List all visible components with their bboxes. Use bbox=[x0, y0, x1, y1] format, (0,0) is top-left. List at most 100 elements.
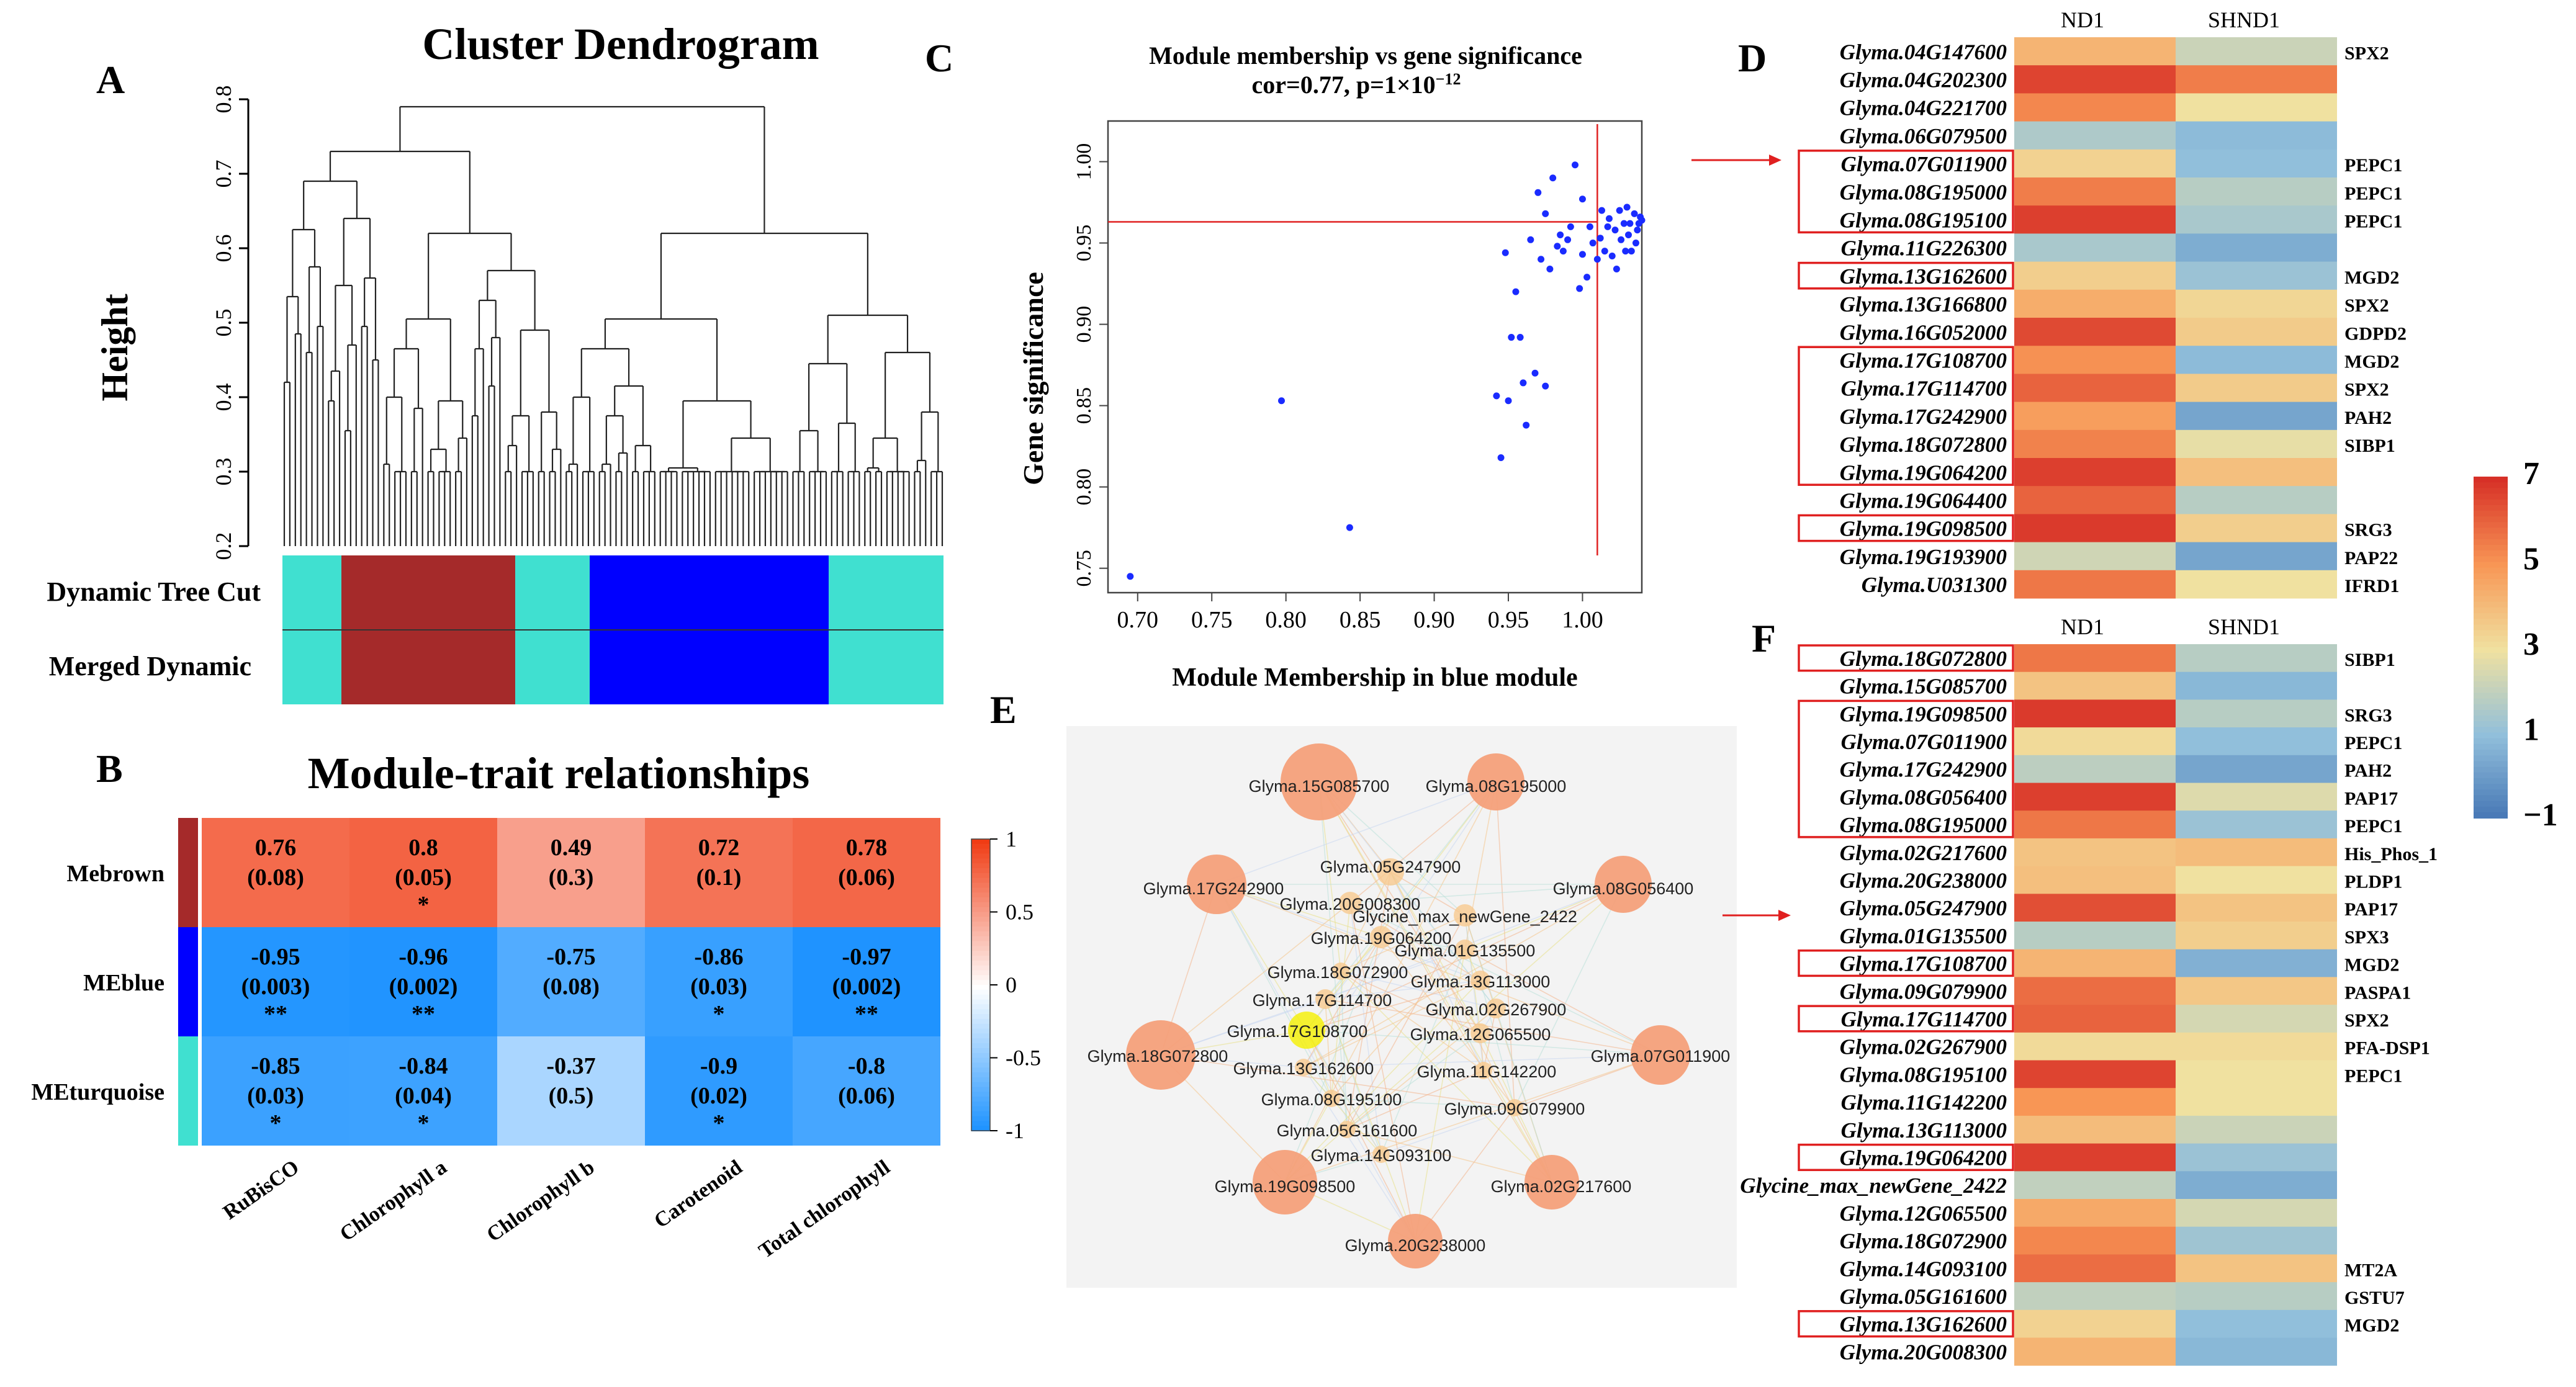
expr-legend-step bbox=[2474, 562, 2508, 568]
expression-cell bbox=[2014, 699, 2176, 728]
scatter-point bbox=[1554, 243, 1561, 250]
coexpression-network: Glyma.15G085700 Glyma.08G195000 Glyma.17G2… bbox=[1088, 743, 1730, 1268]
expression-cell bbox=[2176, 1005, 2337, 1033]
expression-cell bbox=[2014, 149, 2176, 178]
expression-cell bbox=[2014, 233, 2176, 263]
expr-legend-step bbox=[2474, 522, 2508, 529]
gene-annotation: PAP17 bbox=[2344, 899, 2398, 920]
expr-legend-step bbox=[2474, 635, 2508, 642]
network-node-label: Glyma.01G135500 bbox=[1395, 941, 1536, 960]
scatter-point bbox=[1616, 207, 1623, 214]
scatter-ytick-label: 0.75 bbox=[1073, 550, 1096, 587]
trait-cell bbox=[202, 1036, 349, 1146]
panel-b: B Module-trait relationships Mebrown 0.76… bbox=[31, 747, 1041, 1263]
expr-legend-step bbox=[2474, 607, 2508, 614]
scatter-point bbox=[1605, 215, 1613, 222]
expression-cell bbox=[2176, 289, 2337, 318]
network-edge bbox=[1325, 999, 1661, 1056]
trait-legend-step bbox=[971, 970, 990, 976]
gene-annotation: SRG3 bbox=[2344, 520, 2392, 541]
trait-legend-step bbox=[971, 863, 990, 869]
gene-label: Glyma.11G226300 bbox=[1841, 236, 2007, 261]
network-edge bbox=[1303, 1054, 1661, 1068]
network-edge bbox=[1480, 980, 1515, 1108]
gene-annotation: SPX3 bbox=[2344, 927, 2389, 948]
network-node bbox=[1388, 1214, 1443, 1268]
expression-cell bbox=[2014, 402, 2176, 431]
network-edge bbox=[1349, 902, 1661, 1056]
scatter-point bbox=[1593, 256, 1601, 263]
expression-cell bbox=[2176, 755, 2337, 783]
network-node-label: Glyma.12G065500 bbox=[1410, 1025, 1551, 1044]
trait-legend-step bbox=[971, 985, 990, 990]
expression-cell bbox=[2014, 727, 2176, 756]
trait-legend-step bbox=[971, 1126, 990, 1131]
trait-cell-sig: ** bbox=[855, 1001, 878, 1027]
network-edge bbox=[1340, 971, 1552, 1183]
scatter-plot: 0.70 0.75 0.80 0.85 0.90 0.95 1.00 0.75 0.80 0.85… bbox=[1073, 124, 1646, 633]
expr-legend-step bbox=[2474, 772, 2508, 779]
expr-legend-step bbox=[2474, 613, 2508, 620]
network-node-label: Glyma.17G114700 bbox=[1253, 991, 1392, 1010]
trait-legend-step bbox=[971, 1048, 990, 1054]
gene-label: Glyma.19G064200 bbox=[1840, 460, 2007, 485]
module-row-label: MEturquoise bbox=[31, 1079, 164, 1105]
expr-legend-step bbox=[2474, 573, 2508, 580]
network-node bbox=[1338, 1121, 1356, 1138]
expr-legend-step bbox=[2474, 499, 2508, 506]
module-color-strip bbox=[178, 927, 198, 1036]
expression-heatmap-d: ND1 SHND1 Glyma.04G147600 SPX2 Glyma.04G2023… bbox=[1798, 7, 2407, 599]
trait-legend-step bbox=[971, 853, 990, 860]
panel-e: E Glyma.15G085700 Glyma.08G195000 Glyma.17… bbox=[990, 688, 1791, 1288]
scatter-point bbox=[1531, 369, 1539, 377]
gene-annotation: MGD2 bbox=[2344, 955, 2399, 976]
highlight-box bbox=[1798, 514, 2014, 542]
network-edge bbox=[1325, 980, 1481, 1000]
panel-f-letter: F bbox=[1752, 616, 1776, 660]
network-edge bbox=[1483, 1008, 1497, 1071]
network-edge bbox=[1380, 936, 1515, 1108]
expression-cell bbox=[2014, 1199, 2176, 1228]
expression-cell bbox=[2176, 1309, 2337, 1338]
scatter-point bbox=[1625, 231, 1632, 238]
network-edge bbox=[1340, 971, 1497, 1009]
trait-cell-sig: * bbox=[418, 892, 430, 918]
expr-legend-step bbox=[2474, 619, 2508, 626]
scatter-point bbox=[1618, 236, 1625, 243]
network-node-label: Glyma.13G113000 bbox=[1411, 972, 1551, 991]
trait-legend-tick-label: 1 bbox=[1006, 827, 1017, 851]
trait-cell-p: (0.03) bbox=[690, 974, 747, 1000]
panel-f: F ND1 SHND1 Glyma.18G072800 SIBP1 Glyma.15G0… bbox=[1740, 614, 2438, 1366]
expression-cell bbox=[2014, 121, 2176, 150]
network-node-label: Glyma.18G072900 bbox=[1268, 963, 1408, 982]
expression-cell bbox=[2014, 1226, 2176, 1255]
expression-cell bbox=[2014, 514, 2176, 543]
dendrogram-ytick-label: 0.4 bbox=[211, 384, 236, 411]
scatter-frame bbox=[1107, 120, 1643, 594]
trait-cell bbox=[793, 818, 940, 927]
gene-label: Glyma.05G247900 bbox=[1840, 896, 2007, 920]
expression-cell bbox=[2176, 1282, 2337, 1311]
network-edge bbox=[1318, 781, 1348, 1130]
expression-cell bbox=[2176, 1032, 2337, 1061]
expression-cell bbox=[2014, 866, 2176, 894]
trait-cell bbox=[349, 1036, 497, 1146]
scatter-point bbox=[1572, 161, 1578, 169]
expr-legend-step bbox=[2474, 653, 2508, 660]
trait-cell bbox=[793, 927, 940, 1036]
expr-legend-step bbox=[2474, 658, 2508, 665]
trait-legend-step bbox=[971, 946, 990, 952]
scatter-point bbox=[1628, 248, 1635, 255]
network-edge bbox=[1415, 949, 1466, 1242]
trait-cell bbox=[202, 818, 349, 927]
trait-legend-step bbox=[971, 1116, 990, 1122]
trait-cell-p: (0.08) bbox=[543, 974, 600, 1000]
scatter-point bbox=[1586, 223, 1593, 230]
trait-cell-p: (0.05) bbox=[395, 864, 452, 891]
network-node-label: Glyma.11G142200 bbox=[1417, 1062, 1557, 1081]
gene-annotation: SPX2 bbox=[2344, 380, 2389, 400]
expression-cell bbox=[2014, 783, 2176, 811]
network-node bbox=[1187, 855, 1246, 914]
expression-cell bbox=[2176, 402, 2337, 431]
